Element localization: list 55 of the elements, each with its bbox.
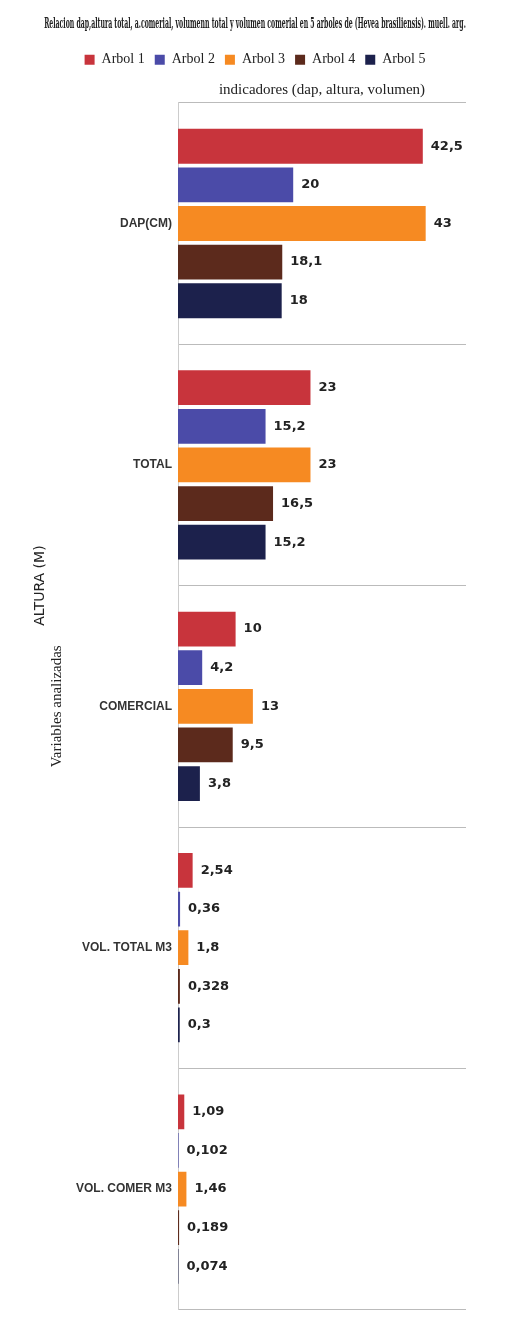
bar	[178, 650, 203, 686]
data-label: 15,2	[273, 417, 306, 433]
data-label: 0,36	[188, 900, 221, 916]
data-label: 2,54	[200, 861, 233, 877]
data-label: 13	[260, 697, 279, 713]
data-label: 15,2	[273, 533, 306, 549]
data-label: 43	[433, 214, 452, 230]
bar	[178, 611, 236, 647]
y-axis-title: Variables analizadas	[47, 645, 64, 768]
bar	[178, 447, 311, 483]
data-label: 0,074	[186, 1257, 228, 1273]
legend-label: Arbol 3	[241, 51, 286, 67]
data-label: 3,8	[207, 774, 231, 790]
data-label: 16,5	[281, 494, 314, 510]
bar	[178, 524, 266, 560]
bar	[178, 408, 266, 444]
data-label: 18,1	[290, 253, 323, 269]
legend-label: Arbol 1	[101, 51, 145, 67]
data-label: 0,3	[187, 1016, 211, 1032]
data-label: 1,8	[196, 939, 220, 955]
legend-label: Arbol 4	[312, 51, 356, 67]
y-tick-label: COMERCIAL	[99, 698, 173, 713]
text: ALTURA (M)	[30, 545, 47, 626]
data-label: 0,189	[187, 1219, 229, 1235]
data-label: 9,5	[240, 736, 264, 752]
bar	[178, 283, 282, 319]
data-label: 18	[289, 292, 308, 308]
bar	[178, 167, 294, 203]
legend-label: Arbol 5	[382, 51, 426, 67]
bar	[178, 206, 426, 241]
data-label: 1,46	[194, 1180, 227, 1196]
y-tick-label: TOTAL	[133, 457, 173, 472]
data-label: 0,328	[187, 977, 230, 993]
bar	[178, 486, 274, 521]
bar	[178, 853, 193, 888]
legend-label: Arbol 2	[171, 51, 215, 67]
y-tick-label: VOL. TOTAL M3	[81, 940, 173, 955]
data-label: 20	[301, 176, 320, 192]
y-tick-label: VOL. COMER M3	[75, 1181, 173, 1196]
chart-title: Relacion dap,altura total, a.comerial, volumenn total y volumen comerial en 5 arboles de (Hevea brasiliensis). muell. arg.	[44, 15, 466, 32]
bar	[178, 128, 423, 164]
x-axis-title: indicadores (dap, altura, volumen)	[218, 80, 426, 98]
bar	[178, 727, 233, 763]
data-label: 0,102	[186, 1141, 228, 1157]
bar	[178, 766, 200, 801]
data-label: 42,5	[430, 137, 463, 153]
y-tick-label: DAP(CM)	[120, 215, 173, 230]
bar	[178, 688, 253, 724]
bar	[178, 244, 283, 280]
data-label: 10	[243, 620, 262, 636]
bar	[178, 370, 311, 406]
data-label: 23	[318, 379, 337, 395]
data-label: 1,09	[192, 1103, 225, 1119]
data-label: 4,2	[210, 659, 234, 675]
data-label: 23	[318, 456, 337, 472]
